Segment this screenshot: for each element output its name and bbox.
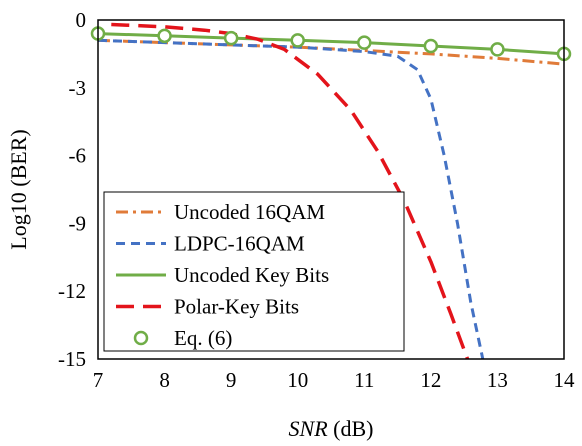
y-tick-label: -15 bbox=[58, 347, 86, 371]
x-tick-label: 7 bbox=[93, 368, 104, 392]
legend-box bbox=[103, 191, 405, 352]
legend: Uncoded 16QAM LDPC-16QAM Uncoded Key Bits P… bbox=[103, 191, 405, 352]
x-axis-label-unit: (dB) bbox=[328, 416, 374, 441]
data-point-eq-6 bbox=[490, 42, 505, 57]
data-point-eq-6 bbox=[290, 33, 305, 48]
x-tick-label: 10 bbox=[287, 368, 308, 392]
y-tick-label: 0 bbox=[76, 8, 87, 32]
series-line-ldpc-16qam bbox=[97, 38, 485, 360]
x-tick-label: 9 bbox=[226, 368, 237, 392]
data-point-eq-6 bbox=[223, 30, 239, 46]
data-point-eq-6 bbox=[357, 35, 372, 50]
data-point-eq-6 bbox=[423, 38, 439, 54]
ticks-layer: 7 8 9 10 11 12 13 14 0 -3 -6 -9 -12 -15 bbox=[58, 8, 575, 392]
legend-label-uncoded-16qam: Uncoded 16QAM bbox=[174, 200, 325, 224]
legend-marker-eq-6 bbox=[133, 330, 149, 346]
y-axis-label: Log10 (BER) bbox=[6, 129, 31, 249]
series-line-uncoded-key-bits bbox=[97, 32, 565, 56]
plot-frame bbox=[97, 19, 565, 360]
y-tick-label: -6 bbox=[69, 144, 87, 168]
x-tick-label: 14 bbox=[554, 368, 576, 392]
y-tick-label: -9 bbox=[69, 211, 87, 235]
y-tick-label: -12 bbox=[58, 279, 86, 303]
legend-label-uncoded-key-bits: Uncoded Key Bits bbox=[174, 263, 329, 287]
x-axis-label: SNR (dB) bbox=[289, 416, 374, 441]
data-point-eq-6 bbox=[157, 28, 172, 44]
legend-label-eq-6: Eq. (6) bbox=[174, 326, 232, 350]
x-axis-label-italic: SNR bbox=[289, 416, 329, 441]
y-tick-label: -3 bbox=[69, 76, 87, 100]
legend-label-ldpc-16qam: LDPC-16QAM bbox=[174, 232, 305, 256]
x-tick-label: 13 bbox=[487, 368, 508, 392]
x-tick-label: 8 bbox=[159, 368, 170, 392]
x-tick-label: 12 bbox=[420, 368, 441, 392]
x-tick-label: 11 bbox=[354, 368, 374, 392]
series-layer bbox=[90, 22, 572, 360]
legend-label-polar-key-bits: Polar-Key Bits bbox=[174, 295, 299, 319]
series-line-polar-key-bits bbox=[111, 22, 470, 360]
